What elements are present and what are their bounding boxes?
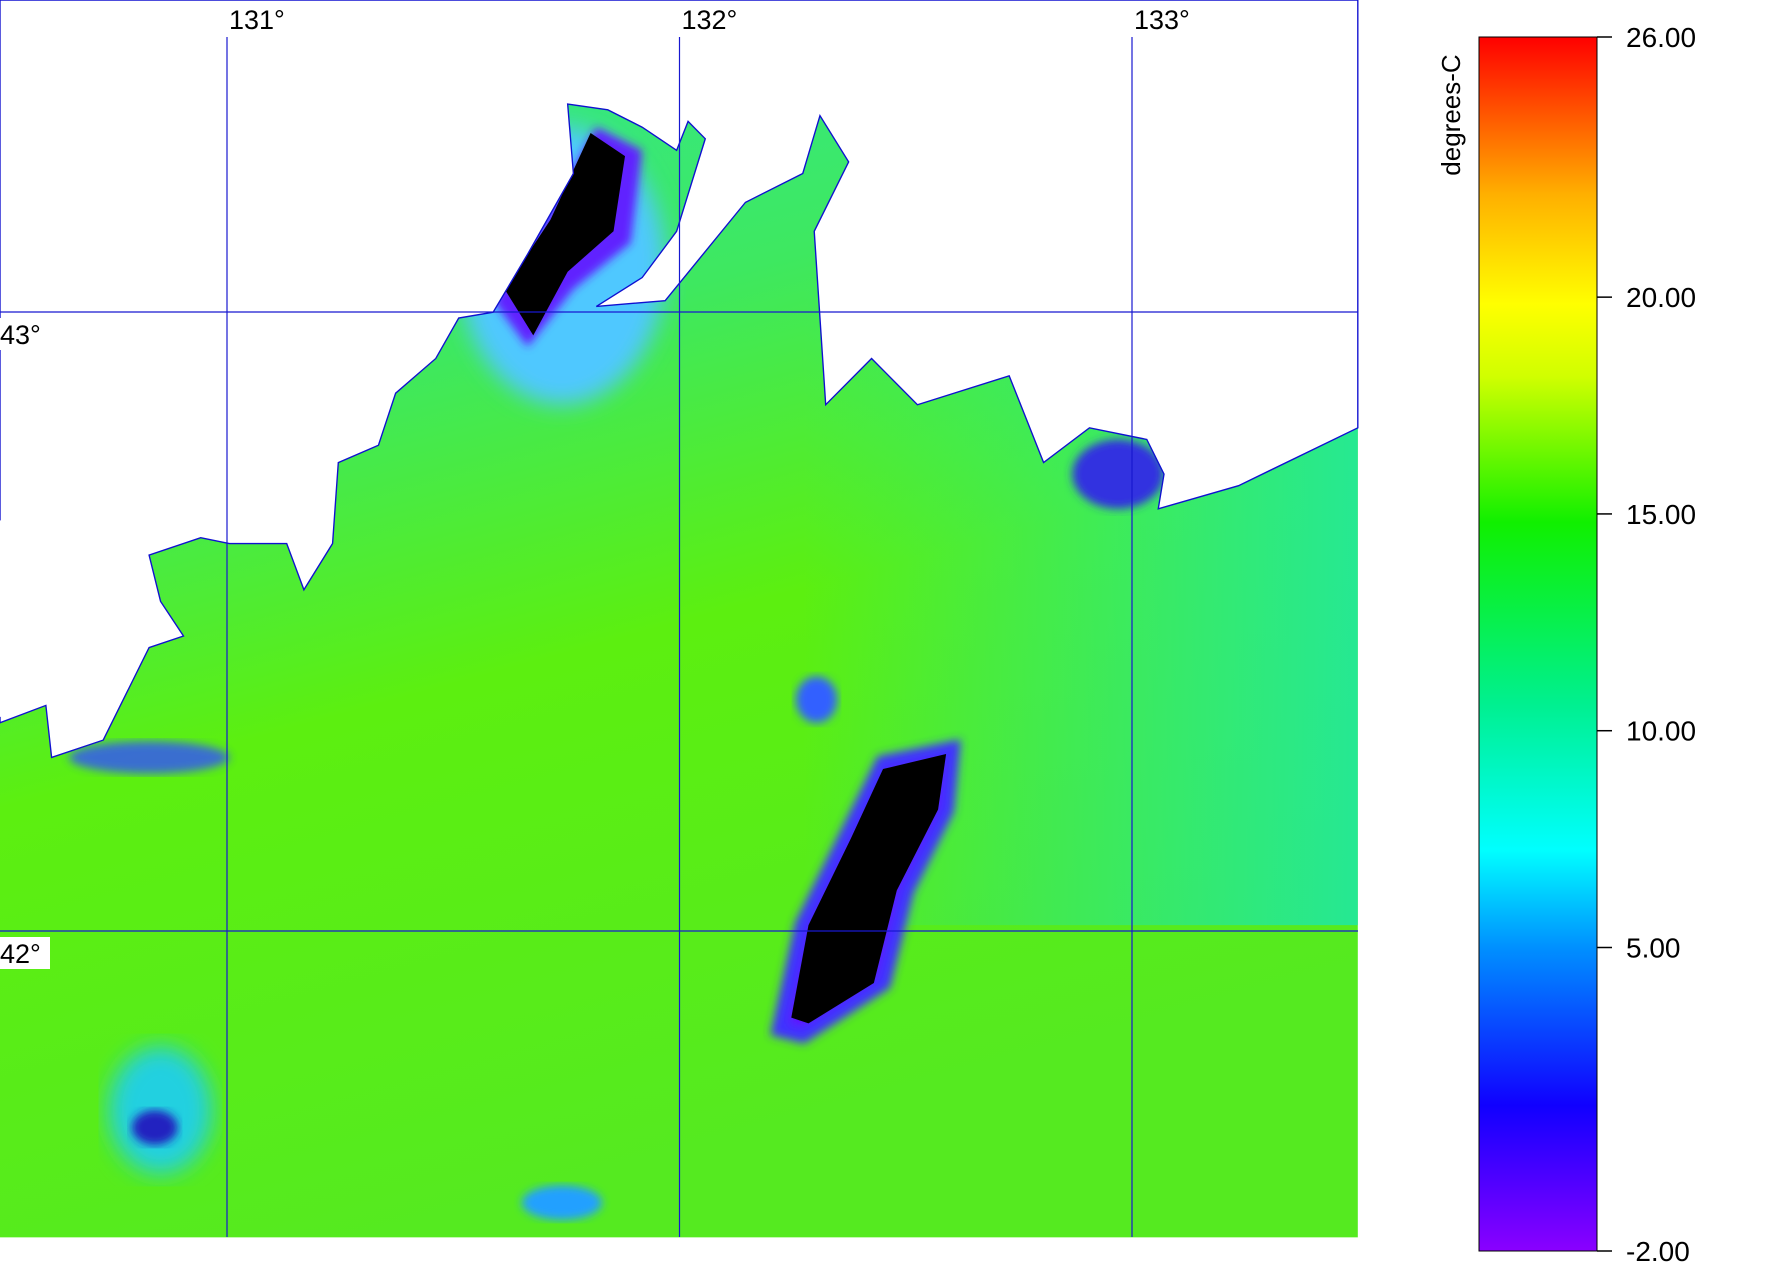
latitude-label: 42°	[0, 939, 41, 969]
colorbar-tick-label: 5.00	[1626, 933, 1681, 964]
colorbar-tick-label: -2.00	[1626, 1236, 1690, 1267]
colorbar-tick-label: 20.00	[1626, 282, 1696, 313]
colorbar-tick-label: 10.00	[1626, 716, 1696, 747]
colorbar-tick-label: 26.00	[1626, 22, 1696, 53]
longitude-label: 133°	[1134, 5, 1190, 35]
graticule: 131° 132° 133° 43° 42°	[0, 5, 1358, 1237]
colorbar-label: degrees-C	[1436, 54, 1466, 175]
latitude-label: 43°	[0, 320, 41, 350]
latitude-label-box	[0, 937, 50, 969]
longitude-label: 132°	[682, 5, 738, 35]
longitude-label: 131°	[229, 5, 285, 35]
colorbar	[1478, 36, 1598, 1252]
colorbar-tick-label: 15.00	[1626, 499, 1696, 530]
latitude-label-box	[0, 318, 50, 350]
